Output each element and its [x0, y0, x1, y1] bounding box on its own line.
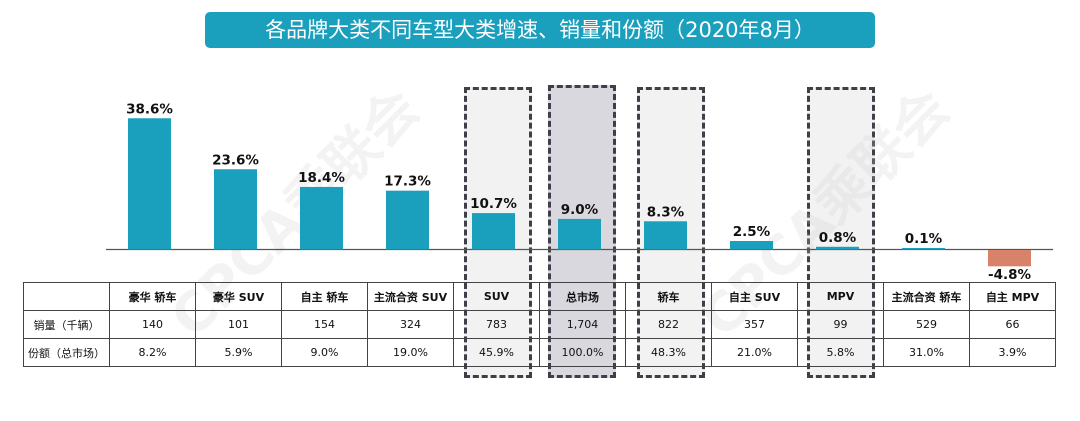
column-header: 自主 SUV	[711, 282, 798, 311]
sales-cell: 822	[625, 310, 712, 339]
share-cell: 5.9%	[195, 338, 282, 367]
share-cell: 31.0%	[883, 338, 970, 367]
bar	[988, 250, 1031, 267]
table-corner-cell	[23, 282, 110, 311]
row-header-share: 份额（总市场）	[23, 338, 110, 367]
bar-chart: 38.6% 23.6% 18.4% 17.3% 10.7% 9.0% 8.3% 2.5% 0.8…	[106, 101, 1053, 282]
sales-cell: 154	[281, 310, 368, 339]
column-header: 自主 MPV	[969, 282, 1056, 311]
column-header: 总市场	[539, 282, 626, 311]
share-cell: 19.0%	[367, 338, 454, 367]
share-cell: 9.0%	[281, 338, 368, 367]
share-cell: 45.9%	[453, 338, 540, 367]
bar	[472, 213, 515, 250]
column-header: 主流合资 SUV	[367, 282, 454, 311]
sales-cell: 101	[195, 310, 282, 339]
share-cell: 3.9%	[969, 338, 1056, 367]
bar	[128, 118, 171, 250]
share-cell: 5.8%	[797, 338, 884, 367]
data-table: 豪华 轿车 豪华 SUV 自主 轿车 主流合资 SUV SUV 总市场 轿车 自主 SUV MP…	[23, 282, 1056, 367]
share-cell: 8.2%	[109, 338, 196, 367]
bar	[300, 186, 343, 250]
sales-cell: 1,704	[539, 310, 626, 339]
sales-cell: 99	[797, 310, 884, 339]
bar-value-label: 17.3%	[384, 174, 431, 190]
chart-title: 各品牌大类不同车型大类增速、销量和份额（2020年8月）	[205, 12, 875, 48]
bar	[816, 246, 859, 250]
bar	[558, 218, 601, 250]
bar-value-label: 0.8%	[819, 230, 857, 246]
share-cell: 100.0%	[539, 338, 626, 367]
table-row-share: 份额（总市场） 8.2% 5.9% 9.0% 19.0% 45.9% 100.0% 48.3…	[23, 338, 1056, 367]
sales-cell: 140	[109, 310, 196, 339]
column-header: SUV	[453, 282, 540, 311]
bar-value-label: 2.5%	[733, 224, 771, 240]
sales-cell: 66	[969, 310, 1056, 339]
bar	[644, 221, 687, 250]
bar	[902, 248, 945, 250]
table-row-sales: 销量（千辆） 140 101 154 324 783 1,704 822 357 99 529 66	[23, 310, 1056, 339]
column-header: 轿车	[625, 282, 712, 311]
share-cell: 48.3%	[625, 338, 712, 367]
bar	[730, 241, 773, 250]
bar-value-label: 10.7%	[470, 196, 517, 212]
bar-value-label: 18.4%	[298, 170, 345, 186]
bar-value-label: 23.6%	[212, 152, 259, 168]
bar-value-label: 8.3%	[647, 204, 685, 220]
table-header-row: 豪华 轿车 豪华 SUV 自主 轿车 主流合资 SUV SUV 总市场 轿车 自主 SUV MP…	[23, 282, 1056, 311]
column-header: 主流合资 轿车	[883, 282, 970, 311]
sales-cell: 783	[453, 310, 540, 339]
column-header: 豪华 SUV	[195, 282, 282, 311]
row-header-sales: 销量（千辆）	[23, 310, 110, 339]
sales-cell: 529	[883, 310, 970, 339]
bar	[386, 190, 429, 250]
column-header: 自主 轿车	[281, 282, 368, 311]
bar-value-label: 0.1%	[905, 231, 943, 247]
sales-cell: 324	[367, 310, 454, 339]
bar-value-label: 38.6%	[126, 101, 173, 117]
column-header: MPV	[797, 282, 884, 311]
share-cell: 21.0%	[711, 338, 798, 367]
column-header: 豪华 轿车	[109, 282, 196, 311]
sales-cell: 357	[711, 310, 798, 339]
bar-value-label: -4.8%	[988, 267, 1032, 282]
bar	[214, 169, 257, 250]
bar-value-label: 9.0%	[561, 202, 599, 218]
